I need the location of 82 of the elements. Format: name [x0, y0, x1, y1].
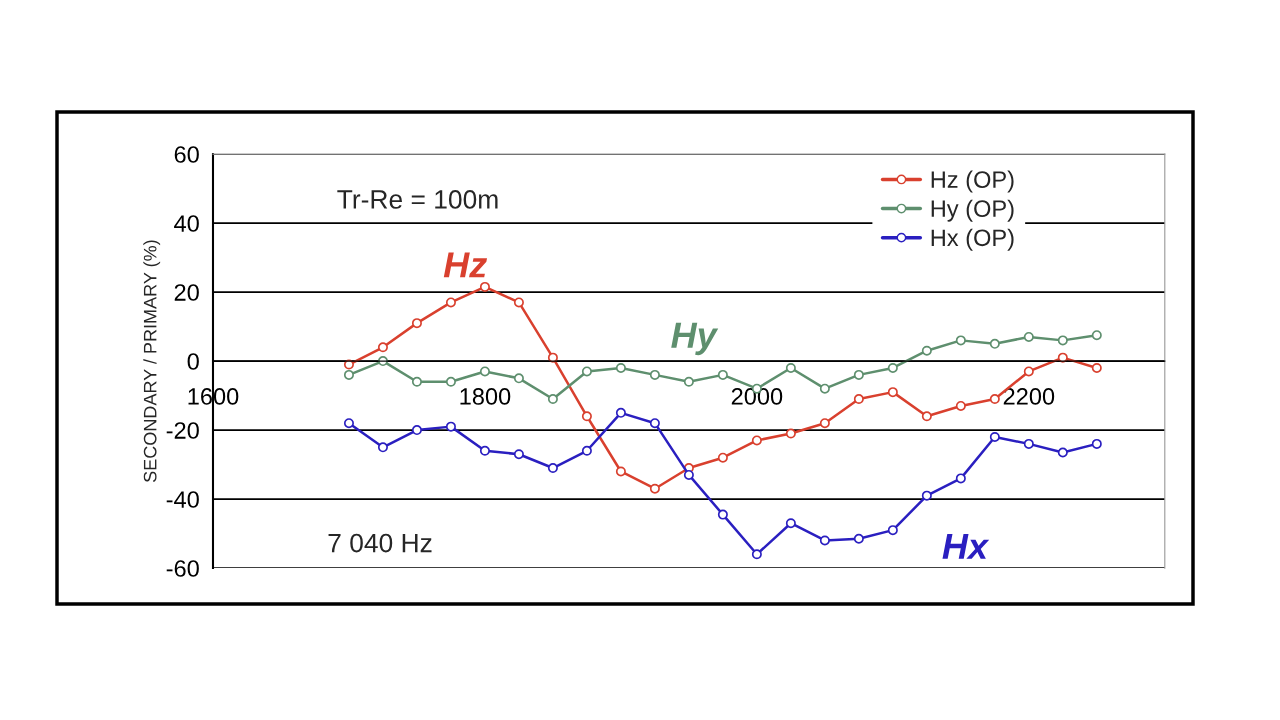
point	[343, 418, 354, 429]
point	[989, 338, 1000, 349]
point	[615, 466, 626, 477]
y-tick-label: 20	[174, 284, 199, 301]
y-tick-label: 60	[174, 146, 199, 163]
point	[377, 342, 388, 353]
point	[445, 297, 456, 308]
point	[513, 373, 524, 384]
point	[921, 490, 932, 501]
point	[819, 383, 830, 394]
x-tick-label: 2200	[1003, 388, 1055, 405]
point	[819, 418, 830, 429]
legend-label: Hz (OP)	[931, 170, 1014, 193]
y-tick-label: -40	[166, 491, 199, 508]
point	[785, 362, 796, 373]
point	[853, 533, 864, 544]
point	[955, 473, 966, 484]
point	[615, 407, 626, 418]
point	[989, 394, 1000, 405]
point	[649, 418, 660, 429]
point	[1057, 447, 1068, 458]
point	[887, 362, 898, 373]
point	[581, 445, 592, 456]
point	[955, 335, 966, 346]
x-tick-label: 2000	[731, 388, 783, 405]
point	[649, 369, 660, 380]
point	[683, 376, 694, 387]
point	[717, 369, 728, 380]
point	[751, 435, 762, 446]
point	[547, 394, 558, 405]
point	[649, 483, 660, 494]
point	[479, 281, 490, 292]
y-tick-label: 0	[187, 353, 199, 370]
point	[785, 518, 796, 529]
annotation: Hy	[671, 322, 719, 356]
point	[751, 549, 762, 560]
point	[717, 509, 728, 520]
point	[411, 425, 422, 436]
point	[1023, 438, 1034, 449]
point	[1091, 330, 1102, 341]
point	[343, 369, 354, 380]
point	[785, 428, 796, 439]
point	[1091, 362, 1102, 373]
point	[513, 449, 524, 460]
x-tick-label: 1800	[460, 388, 511, 405]
y-tick-label: -60	[166, 560, 199, 577]
annotation: 7 040 Hz	[328, 533, 432, 553]
point	[479, 366, 490, 377]
legend-label: Hy (OP)	[931, 199, 1014, 222]
point	[1091, 438, 1102, 449]
annotation: Hx	[942, 533, 990, 559]
point	[717, 452, 728, 463]
point	[683, 469, 694, 480]
annotation: Hz	[443, 252, 488, 278]
y-tick-label: 40	[174, 215, 199, 232]
y-tick-label: -20	[166, 422, 199, 439]
point	[819, 535, 830, 546]
point	[921, 411, 932, 422]
point	[1057, 335, 1068, 346]
point	[581, 411, 592, 422]
point	[411, 318, 422, 329]
point	[887, 387, 898, 398]
point	[513, 297, 524, 308]
point	[955, 400, 966, 411]
point	[921, 345, 932, 356]
legend-label: Hx (OP)	[931, 228, 1014, 251]
point	[547, 463, 558, 474]
point	[445, 421, 456, 432]
point	[887, 525, 898, 536]
point	[615, 362, 626, 373]
point	[1023, 331, 1034, 342]
annotation: Tr-Re = 100m	[337, 190, 498, 209]
point	[853, 394, 864, 405]
point	[581, 366, 592, 377]
point	[377, 442, 388, 453]
point	[853, 369, 864, 380]
point	[1023, 366, 1034, 377]
point	[989, 431, 1000, 442]
point	[411, 376, 422, 387]
point	[479, 445, 490, 456]
y-axis-title: SECONDARY / PRIMARY (%)	[143, 240, 161, 483]
point	[445, 376, 456, 387]
